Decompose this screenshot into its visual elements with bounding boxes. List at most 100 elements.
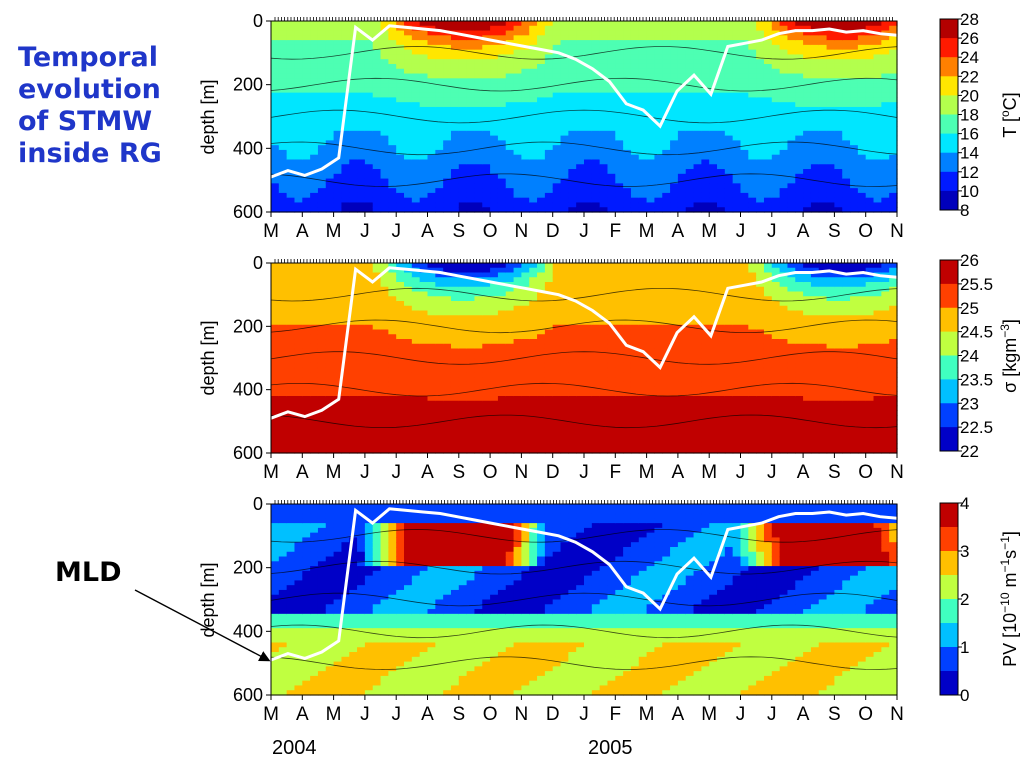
heatmap-cell xyxy=(810,68,820,75)
heatmap-cell xyxy=(857,44,867,51)
heatmap-cell xyxy=(529,149,538,156)
heatmap-cell xyxy=(271,438,280,445)
heatmap-cell xyxy=(584,92,593,99)
heatmap-cell xyxy=(294,197,303,204)
heatmap-cell xyxy=(803,63,812,70)
heatmap-cell xyxy=(615,97,624,103)
heatmap-cell xyxy=(380,296,389,302)
heatmap-cell xyxy=(552,173,562,180)
heatmap-cell xyxy=(803,159,812,165)
heatmap-cell xyxy=(795,140,804,146)
heatmap-cell xyxy=(560,40,569,46)
heatmap-cell xyxy=(388,358,397,364)
heatmap-cell xyxy=(435,320,444,326)
heatmap-cell xyxy=(372,154,382,161)
heatmap-cell xyxy=(404,30,413,36)
heatmap-cell xyxy=(607,173,616,180)
heatmap-cell xyxy=(427,381,436,388)
heatmap-cell xyxy=(435,377,444,383)
heatmap-cell xyxy=(357,296,366,302)
heatmap-cell xyxy=(490,282,499,288)
heatmap-cell xyxy=(623,202,632,208)
heatmap-cell xyxy=(396,83,405,89)
heatmap-cell xyxy=(482,448,491,454)
heatmap-cell xyxy=(732,97,742,103)
heatmap-cell xyxy=(544,30,554,36)
heatmap-cell xyxy=(537,429,546,435)
heatmap-cell xyxy=(857,106,867,113)
heatmap-cell xyxy=(521,207,530,213)
heatmap-cell xyxy=(646,54,656,60)
heatmap-cell xyxy=(404,286,413,293)
heatmap-cell xyxy=(529,40,538,46)
heatmap-cell xyxy=(670,159,679,165)
heatmap-cell xyxy=(748,97,757,103)
heatmap-cell xyxy=(388,178,397,184)
heatmap-cell xyxy=(552,405,562,411)
heatmap-cell xyxy=(544,296,554,302)
heatmap-cell xyxy=(646,44,656,51)
heatmap-cell xyxy=(427,372,436,378)
heatmap-cell xyxy=(443,400,452,407)
heatmap-cell xyxy=(419,348,429,354)
heatmap-cell xyxy=(670,178,679,184)
heatmap-cell xyxy=(302,183,311,189)
heatmap-cell xyxy=(779,183,789,189)
heatmap-cell xyxy=(497,400,507,407)
heatmap-cell xyxy=(427,424,436,430)
heatmap-cell xyxy=(889,111,898,118)
heatmap-cell xyxy=(458,135,468,141)
heatmap-cell xyxy=(443,154,452,161)
heatmap-cell xyxy=(615,111,624,118)
heatmap-cell xyxy=(388,429,397,435)
heatmap-cell xyxy=(857,87,867,94)
heatmap-cell xyxy=(490,102,499,108)
heatmap-cell xyxy=(842,59,851,65)
heatmap-cell xyxy=(317,149,327,156)
heatmap-cell xyxy=(521,434,530,440)
heatmap-cell xyxy=(450,434,460,440)
heatmap-cell xyxy=(349,63,358,70)
heatmap-cell xyxy=(787,35,796,41)
heatmap-cell xyxy=(552,315,562,321)
heatmap-cell xyxy=(576,207,585,213)
heatmap-cell xyxy=(850,178,859,184)
heatmap-cell xyxy=(513,169,523,175)
heatmap-cell xyxy=(427,339,436,345)
heatmap-cell xyxy=(458,145,468,151)
heatmap-cell xyxy=(717,111,726,118)
heatmap-cell xyxy=(294,267,303,274)
heatmap-cell xyxy=(834,78,843,84)
heatmap-cell xyxy=(771,68,781,75)
heatmap-cell xyxy=(709,169,718,175)
heatmap-cell xyxy=(818,44,828,51)
heatmap-cell xyxy=(497,410,507,416)
heatmap-cell xyxy=(552,372,562,378)
heatmap-cell xyxy=(826,197,836,204)
colorbar-tick-label: 8 xyxy=(960,201,969,220)
heatmap-cell xyxy=(333,178,343,184)
heatmap-cell xyxy=(732,44,742,51)
heatmap-cell xyxy=(513,315,523,321)
heatmap-cell xyxy=(427,391,436,397)
heatmap-cell xyxy=(333,443,343,449)
heatmap-cell xyxy=(357,391,366,397)
heatmap-cell xyxy=(325,438,335,445)
heatmap-cell xyxy=(419,183,429,189)
heatmap-cell xyxy=(544,419,554,426)
heatmap-cell xyxy=(552,21,562,27)
heatmap-cell xyxy=(505,126,515,132)
heatmap-cell xyxy=(357,192,366,199)
heatmap-cell xyxy=(670,126,679,132)
heatmap-cell xyxy=(685,188,695,194)
heatmap-cell xyxy=(294,410,303,416)
heatmap-cell xyxy=(693,40,702,46)
heatmap-cell xyxy=(568,140,577,146)
heatmap-cell xyxy=(396,286,405,293)
heatmap-cell xyxy=(310,310,319,316)
heatmap-cell xyxy=(607,126,616,132)
heatmap-cell xyxy=(709,73,718,79)
heatmap-cell xyxy=(584,102,593,108)
heatmap-cell xyxy=(646,68,656,75)
heatmap-cell xyxy=(529,25,538,32)
